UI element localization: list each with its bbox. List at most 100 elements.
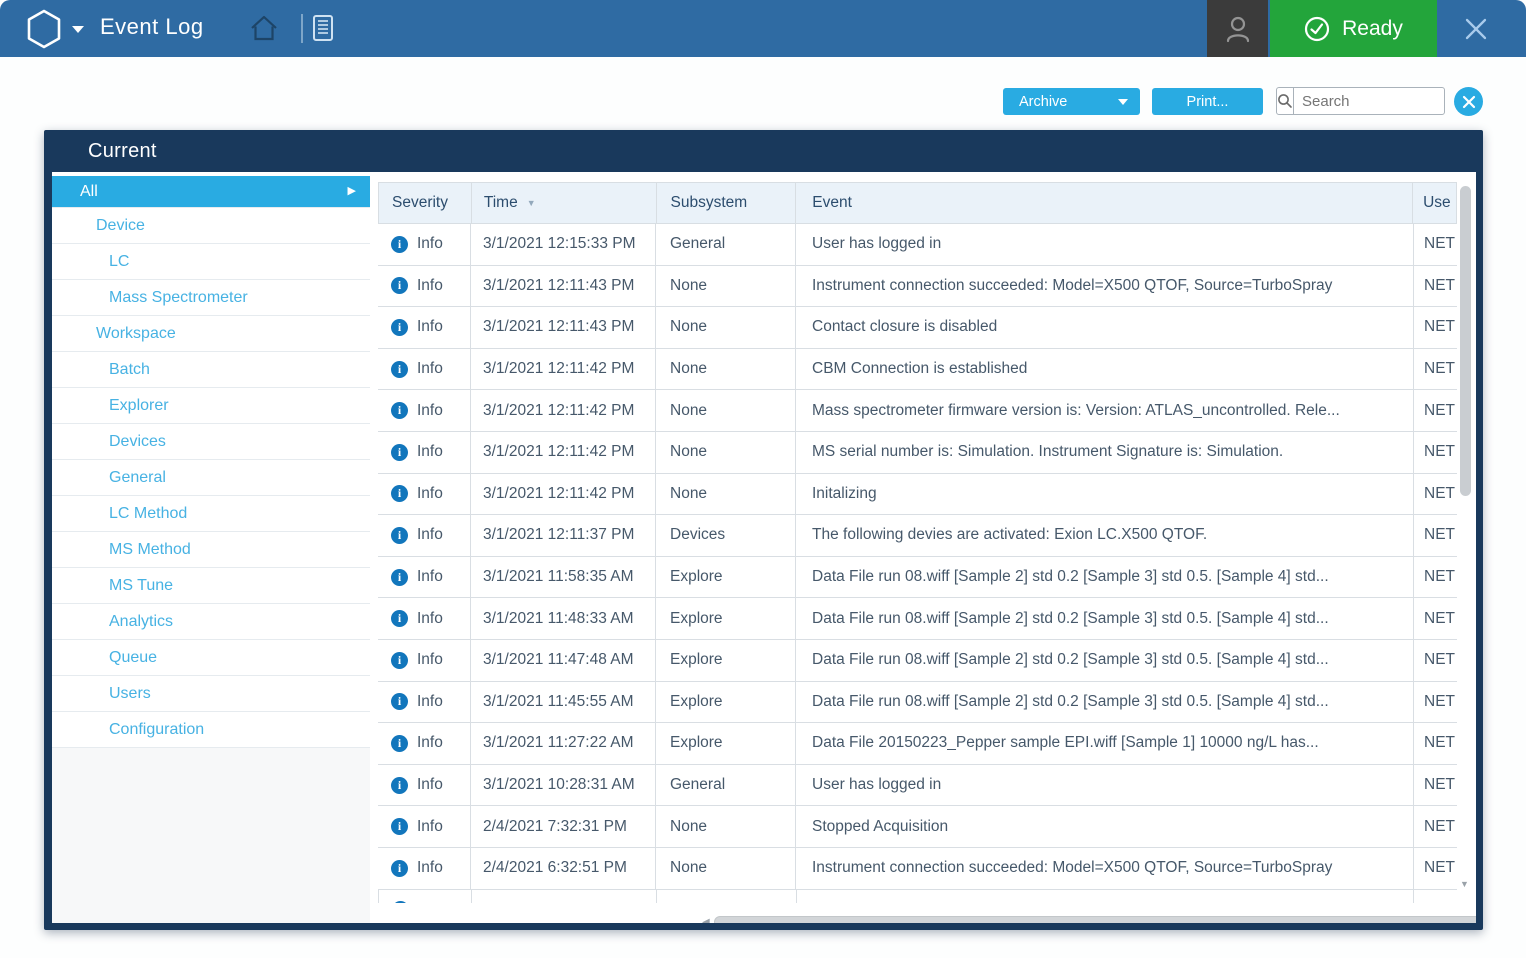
tree-item-configuration[interactable]: Configuration bbox=[52, 712, 370, 748]
print-button-label: Print... bbox=[1186, 93, 1229, 110]
table-row-partial: i bbox=[378, 889, 1457, 903]
tree-item-label: Users bbox=[109, 685, 151, 702]
tree-item-device[interactable]: Device bbox=[52, 208, 370, 244]
cell-time: 3/1/2021 10:28:31 AM bbox=[471, 764, 656, 806]
table-row[interactable]: i Info 3/1/2021 11:47:48 AM Explore Data Fil… bbox=[378, 639, 1457, 682]
cell-subsystem: Explore bbox=[656, 681, 796, 723]
tree-item-analytics[interactable]: Analytics bbox=[52, 604, 370, 640]
cell-time: 3/1/2021 12:11:42 PM bbox=[471, 473, 656, 515]
column-header-event[interactable]: Event bbox=[796, 183, 1414, 223]
print-button[interactable]: Print... bbox=[1152, 88, 1263, 115]
cell-event: CBM Connection is established bbox=[796, 348, 1414, 390]
severity-label: Info bbox=[417, 276, 443, 294]
column-header-time[interactable]: Time ▼ bbox=[472, 183, 657, 223]
cell-event: Data File run 08.wiff [Sample 2] std 0.2… bbox=[796, 556, 1414, 598]
severity-label: Info bbox=[417, 692, 443, 710]
table-row[interactable]: i Info 3/1/2021 11:27:22 AM Explore Data Fil… bbox=[378, 723, 1457, 765]
info-icon: i bbox=[391, 776, 408, 794]
table-row[interactable]: i Info 3/1/2021 11:45:55 AM Explore Data Fil… bbox=[378, 681, 1457, 724]
vertical-scrollbar-thumb[interactable] bbox=[1460, 186, 1471, 496]
event-log-icon[interactable] bbox=[311, 14, 335, 42]
cell-severity: i Info bbox=[378, 224, 471, 265]
severity-label: Info bbox=[417, 734, 443, 752]
cell-severity: i Info bbox=[378, 639, 471, 681]
app-menu-caret-icon[interactable] bbox=[72, 26, 84, 33]
clear-search-icon[interactable] bbox=[1454, 87, 1483, 116]
status-ready-button[interactable]: Ready bbox=[1270, 0, 1437, 57]
table-row[interactable]: i Info 3/1/2021 10:28:31 AM General User has… bbox=[378, 764, 1457, 807]
tree-item-ms-tune[interactable]: MS Tune bbox=[52, 568, 370, 604]
info-icon: i bbox=[391, 610, 408, 628]
tree-item-lc-method[interactable]: LC Method bbox=[52, 496, 370, 532]
table-row[interactable]: i Info 3/1/2021 12:11:42 PM None MS serial n… bbox=[378, 431, 1457, 474]
cell-time: 3/1/2021 11:45:55 AM bbox=[471, 681, 656, 723]
severity-label: Info bbox=[417, 318, 443, 336]
table-row[interactable]: i Info 3/1/2021 11:48:33 AM Explore Data Fil… bbox=[378, 598, 1457, 640]
cell-severity: i Info bbox=[378, 806, 471, 847]
severity-label: Info bbox=[417, 526, 443, 544]
cell-subsystem: None bbox=[656, 307, 796, 348]
table-row[interactable]: i Info 3/1/2021 12:11:43 PM None Contact clo… bbox=[378, 307, 1457, 349]
cell-time: 3/1/2021 12:11:42 PM bbox=[471, 348, 656, 390]
cell-event: Data File run 08.wiff [Sample 2] std 0.2… bbox=[796, 639, 1414, 681]
table-row[interactable]: i Info 3/1/2021 12:11:42 PM None Mass spectr… bbox=[378, 390, 1457, 432]
horizontal-scrollbar-thumb[interactable] bbox=[714, 916, 1476, 923]
window-content: All ▶ Device LC Mass Spectrometer Workspace Ba… bbox=[52, 172, 1476, 923]
severity-label: Info bbox=[417, 859, 443, 877]
archive-dropdown-button[interactable]: Archive bbox=[1003, 88, 1140, 115]
cell-severity: i Info bbox=[378, 307, 471, 348]
table-row[interactable]: i Info 3/1/2021 12:11:37 PM Devices The foll… bbox=[378, 515, 1457, 557]
cell-severity: i Info bbox=[378, 764, 471, 806]
tree-item-mass-spectrometer[interactable]: Mass Spectrometer bbox=[52, 280, 370, 316]
cell-severity: i Info bbox=[378, 473, 471, 515]
tree-item-users[interactable]: Users bbox=[52, 676, 370, 712]
tree-item-label: Batch bbox=[109, 361, 150, 378]
tree-item-lc[interactable]: LC bbox=[52, 244, 370, 280]
cell-user: NET bbox=[1424, 401, 1455, 419]
tree-item-general[interactable]: General bbox=[52, 460, 370, 496]
cell-time: 3/1/2021 12:11:42 PM bbox=[471, 390, 656, 431]
cell-severity: i Info bbox=[378, 598, 471, 639]
tree-item-workspace[interactable]: Workspace bbox=[52, 316, 370, 352]
severity-label: Info bbox=[417, 401, 443, 419]
scroll-down-icon[interactable]: ▼ bbox=[1460, 879, 1469, 889]
info-icon: i bbox=[391, 859, 408, 877]
table-row[interactable]: i Info 2/4/2021 6:32:51 PM None Instrument c… bbox=[378, 847, 1457, 890]
user-account-button[interactable] bbox=[1207, 0, 1268, 57]
cell-severity: i Info bbox=[378, 681, 471, 723]
table-row[interactable]: i Info 3/1/2021 12:11:42 PM None CBM Connect… bbox=[378, 348, 1457, 391]
cell-time: 3/1/2021 11:27:22 AM bbox=[471, 723, 656, 764]
close-icon[interactable] bbox=[1462, 15, 1490, 43]
cell-subsystem: None bbox=[656, 348, 796, 390]
tree-item-label: MS Method bbox=[109, 541, 191, 558]
tree-item-all[interactable]: All ▶ bbox=[52, 176, 370, 208]
check-circle-icon bbox=[1304, 16, 1330, 42]
table-row[interactable]: i Info 2/4/2021 7:32:31 PM None Stopped Acqu… bbox=[378, 806, 1457, 848]
column-header-user[interactable]: Use bbox=[1423, 194, 1451, 211]
scroll-left-icon[interactable]: ◀ bbox=[702, 917, 710, 923]
tree-item-explorer[interactable]: Explorer bbox=[52, 388, 370, 424]
column-header-subsystem[interactable]: Subsystem bbox=[657, 183, 797, 223]
table-row[interactable]: i Info 3/1/2021 12:15:33 PM General User has… bbox=[378, 224, 1457, 266]
home-icon[interactable] bbox=[249, 14, 279, 42]
app-logo-hexagon-icon[interactable] bbox=[26, 9, 62, 49]
tree-item-batch[interactable]: Batch bbox=[52, 352, 370, 388]
cell-user: NET bbox=[1424, 484, 1455, 502]
chevron-down-icon bbox=[1118, 99, 1128, 105]
cell-event: Instrument connection succeeded: Model=X… bbox=[796, 847, 1414, 889]
cell-severity: i Info bbox=[378, 390, 471, 431]
table-row[interactable]: i Info 3/1/2021 11:58:35 AM Explore Data Fil… bbox=[378, 556, 1457, 599]
tree-item-label: Analytics bbox=[109, 613, 174, 630]
tree-item-queue[interactable]: Queue bbox=[52, 640, 370, 676]
cell-subsystem: Explore bbox=[656, 556, 796, 598]
table-rows: i Info 3/1/2021 12:15:33 PM General User has… bbox=[378, 224, 1457, 890]
cell-subsystem: None bbox=[656, 473, 796, 515]
tree-item-devices[interactable]: Devices bbox=[52, 424, 370, 460]
severity-label: Info bbox=[417, 817, 443, 835]
table-row[interactable]: i Info 3/1/2021 12:11:42 PM None Initalizing… bbox=[378, 473, 1457, 516]
table-row[interactable]: i Info 3/1/2021 12:11:43 PM None Instrument … bbox=[378, 265, 1457, 308]
column-header-severity[interactable]: Severity bbox=[379, 183, 472, 223]
cell-severity: i Info bbox=[378, 723, 471, 764]
tree-item-ms-method[interactable]: MS Method bbox=[52, 532, 370, 568]
cell-user: NET bbox=[1424, 443, 1455, 461]
